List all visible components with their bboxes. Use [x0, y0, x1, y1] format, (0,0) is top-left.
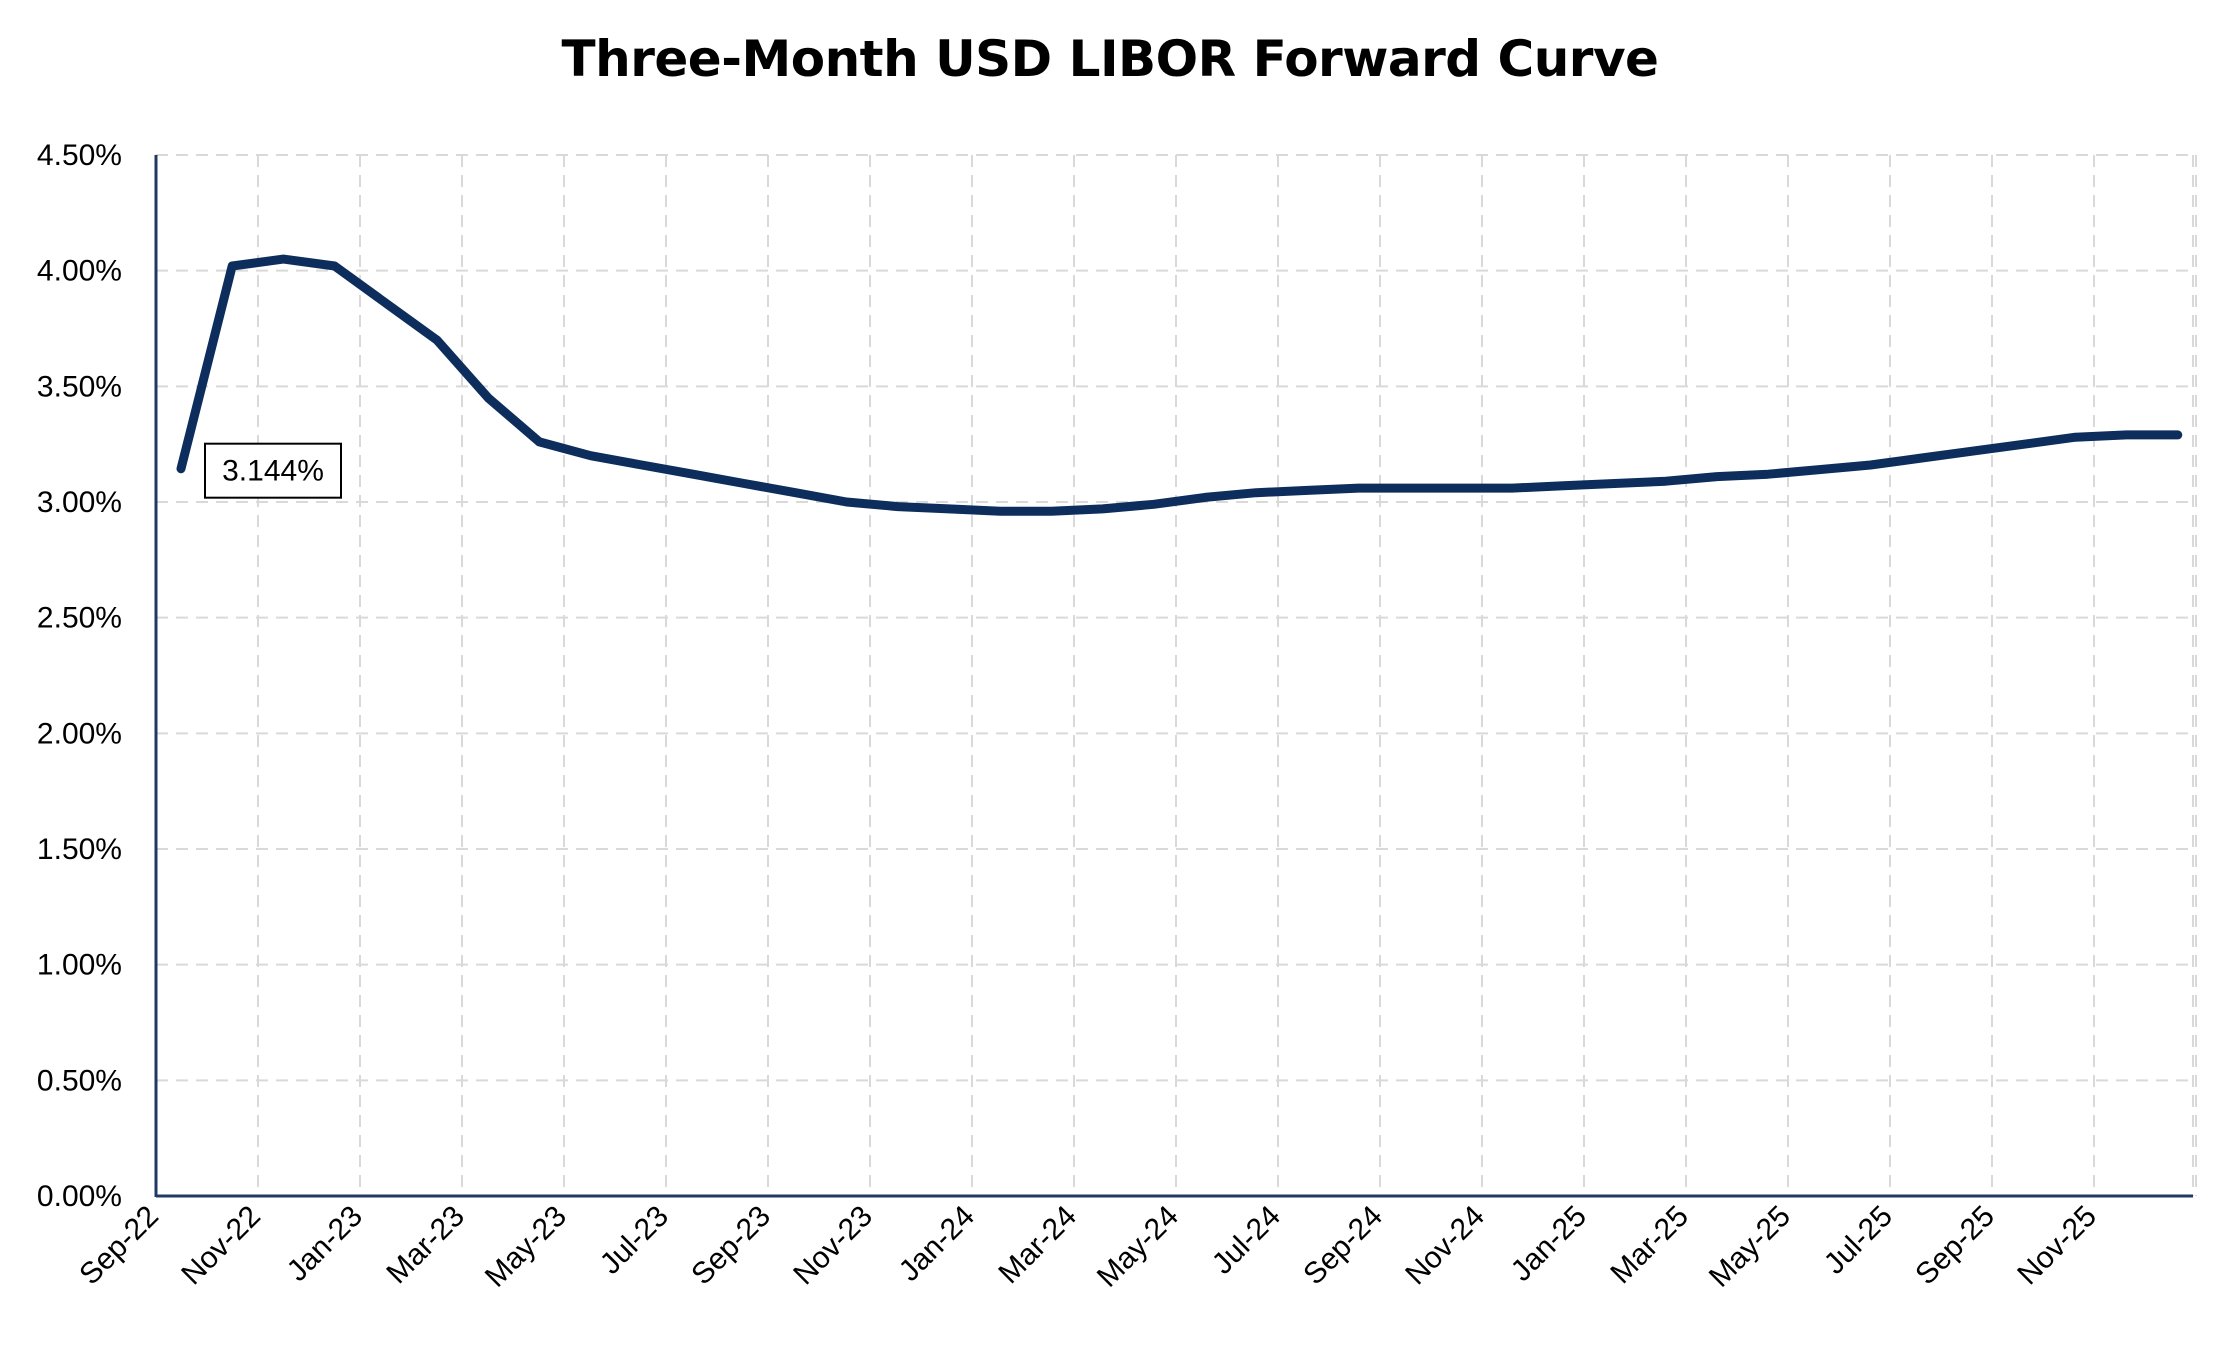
- x-tick-label: Jan-23: [281, 1200, 369, 1288]
- series-layer: [176, 254, 2183, 516]
- y-tick-label: 2.50%: [37, 602, 122, 635]
- x-tick-label: Mar-23: [380, 1200, 471, 1291]
- y-tick-label: 3.50%: [37, 370, 122, 403]
- x-tick-label: Mar-25: [1604, 1200, 1695, 1291]
- y-tick-label: 3.00%: [37, 486, 122, 519]
- chart-title: Three-Month USD LIBOR Forward Curve: [561, 30, 1659, 88]
- x-tick-label: Nov-24: [1399, 1200, 1491, 1292]
- y-tick-label: 0.00%: [37, 1180, 122, 1213]
- gridlines: [156, 154, 2197, 1196]
- axes: [154, 155, 2193, 1198]
- y-tick-label: 4.00%: [37, 255, 122, 288]
- y-axis-ticks: 0.00% 0.50% 1.00% 1.50% 2.00% 2.50% 3.00% 3.50%…: [37, 139, 122, 1213]
- x-tick-label: May-25: [1703, 1200, 1797, 1294]
- y-tick-label: 1.50%: [37, 833, 122, 866]
- x-tick-label: Mar-24: [992, 1200, 1083, 1291]
- y-tick-label: 0.50%: [37, 1064, 122, 1097]
- x-tick-label: Nov-23: [787, 1200, 879, 1292]
- x-tick-label: Sep-22: [73, 1200, 165, 1292]
- data-label: 3.144%: [222, 455, 324, 488]
- x-axis-ticks: Sep-22 Nov-22 Jan-23 Mar-23 May-23 Jul-23 Sep-…: [73, 1200, 2103, 1294]
- x-tick-label: Nov-22: [175, 1200, 267, 1292]
- x-tick-label: Jul-25: [1818, 1200, 1899, 1281]
- y-tick-label: 1.00%: [37, 949, 122, 982]
- x-tick-label: Nov-25: [2011, 1200, 2103, 1292]
- x-tick-label: May-23: [479, 1200, 573, 1294]
- x-tick-label: Sep-25: [1909, 1200, 2001, 1292]
- y-tick-label: 2.00%: [37, 717, 122, 750]
- callout-box: [204, 442, 342, 499]
- annotations: 3.144%: [204, 442, 342, 499]
- x-tick-label: Jan-24: [893, 1200, 981, 1288]
- x-tick-label: Jul-23: [594, 1200, 675, 1281]
- x-tick-label: Sep-23: [685, 1200, 777, 1292]
- x-tick-label: Jul-24: [1206, 1200, 1287, 1281]
- x-tick-label: Sep-24: [1297, 1200, 1389, 1292]
- x-tick-label: May-24: [1091, 1200, 1185, 1294]
- forward-curve-line: [176, 254, 2183, 516]
- y-tick-label: 4.50%: [37, 139, 122, 172]
- x-tick-label: Jan-25: [1505, 1200, 1593, 1288]
